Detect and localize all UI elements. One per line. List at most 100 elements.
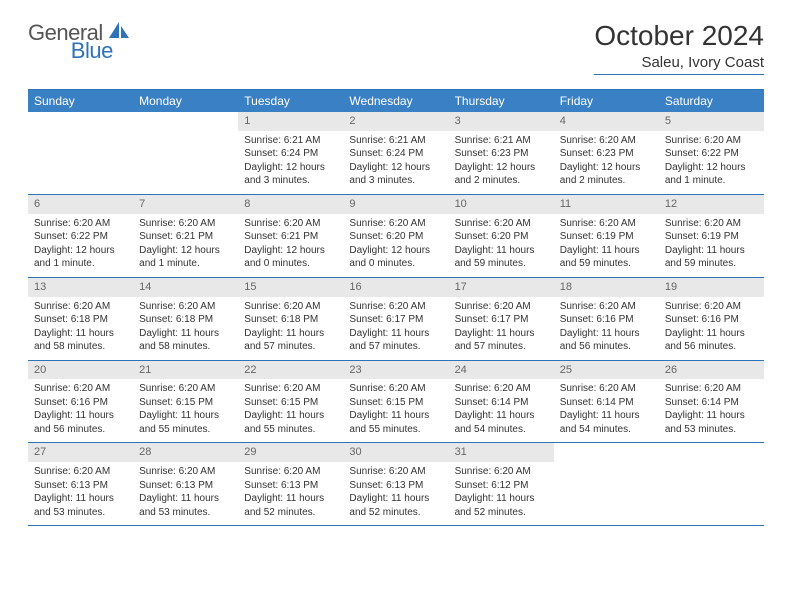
week-row: ..1Sunrise: 6:21 AMSunset: 6:24 PMDaylig… <box>28 112 764 195</box>
daylight-text: Daylight: 12 hours and 2 minutes. <box>560 161 653 188</box>
sunset-text: Sunset: 6:18 PM <box>139 313 232 327</box>
sunrise-text: Sunrise: 6:20 AM <box>455 217 548 231</box>
sunrise-text: Sunrise: 6:20 AM <box>665 300 758 314</box>
day-body: Sunrise: 6:20 AMSunset: 6:19 PMDaylight:… <box>659 214 764 277</box>
sunset-text: Sunset: 6:13 PM <box>139 479 232 493</box>
sunset-text: Sunset: 6:12 PM <box>455 479 548 493</box>
day-number: 4 <box>554 112 659 131</box>
daylight-text: Daylight: 11 hours and 59 minutes. <box>665 244 758 271</box>
sunset-text: Sunset: 6:23 PM <box>455 147 548 161</box>
day-body: Sunrise: 6:21 AMSunset: 6:24 PMDaylight:… <box>343 131 448 194</box>
day-cell: 7Sunrise: 6:20 AMSunset: 6:21 PMDaylight… <box>133 195 238 277</box>
day-number: 16 <box>343 278 448 297</box>
day-cell: 6Sunrise: 6:20 AMSunset: 6:22 PMDaylight… <box>28 195 133 277</box>
sunset-text: Sunset: 6:22 PM <box>665 147 758 161</box>
sunset-text: Sunset: 6:19 PM <box>665 230 758 244</box>
daylight-text: Daylight: 11 hours and 53 minutes. <box>665 409 758 436</box>
sunrise-text: Sunrise: 6:20 AM <box>665 382 758 396</box>
day-body: Sunrise: 6:20 AMSunset: 6:14 PMDaylight:… <box>554 379 659 442</box>
sunset-text: Sunset: 6:16 PM <box>34 396 127 410</box>
sunrise-text: Sunrise: 6:20 AM <box>349 465 442 479</box>
day-body: Sunrise: 6:20 AMSunset: 6:13 PMDaylight:… <box>133 462 238 525</box>
sunset-text: Sunset: 6:24 PM <box>349 147 442 161</box>
sunset-text: Sunset: 6:19 PM <box>560 230 653 244</box>
day-cell: 16Sunrise: 6:20 AMSunset: 6:17 PMDayligh… <box>343 278 448 360</box>
day-body: Sunrise: 6:20 AMSunset: 6:23 PMDaylight:… <box>554 131 659 194</box>
daylight-text: Daylight: 11 hours and 53 minutes. <box>139 492 232 519</box>
sunset-text: Sunset: 6:13 PM <box>349 479 442 493</box>
day-number: 24 <box>449 361 554 380</box>
sunrise-text: Sunrise: 6:20 AM <box>349 382 442 396</box>
daylight-text: Daylight: 12 hours and 1 minute. <box>139 244 232 271</box>
daylight-text: Daylight: 11 hours and 57 minutes. <box>244 327 337 354</box>
logo-text-2: Blue <box>71 38 113 64</box>
sunrise-text: Sunrise: 6:20 AM <box>665 134 758 148</box>
day-body: Sunrise: 6:20 AMSunset: 6:19 PMDaylight:… <box>554 214 659 277</box>
day-body: Sunrise: 6:20 AMSunset: 6:17 PMDaylight:… <box>343 297 448 360</box>
sunrise-text: Sunrise: 6:20 AM <box>560 134 653 148</box>
day-number: 13 <box>28 278 133 297</box>
day-body: Sunrise: 6:20 AMSunset: 6:21 PMDaylight:… <box>238 214 343 277</box>
daylight-text: Daylight: 11 hours and 52 minutes. <box>244 492 337 519</box>
week-row: 6Sunrise: 6:20 AMSunset: 6:22 PMDaylight… <box>28 195 764 278</box>
sunrise-text: Sunrise: 6:20 AM <box>560 300 653 314</box>
sunrise-text: Sunrise: 6:20 AM <box>349 217 442 231</box>
sunrise-text: Sunrise: 6:20 AM <box>560 382 653 396</box>
sunrise-text: Sunrise: 6:21 AM <box>455 134 548 148</box>
day-number: 17 <box>449 278 554 297</box>
week-row: 13Sunrise: 6:20 AMSunset: 6:18 PMDayligh… <box>28 278 764 361</box>
day-number: 14 <box>133 278 238 297</box>
sunrise-text: Sunrise: 6:20 AM <box>139 382 232 396</box>
day-cell: . <box>659 443 764 525</box>
location: Saleu, Ivory Coast <box>594 54 764 75</box>
sunrise-text: Sunrise: 6:20 AM <box>244 382 337 396</box>
dow-tuesday: Tuesday <box>238 90 343 112</box>
day-body: Sunrise: 6:20 AMSunset: 6:12 PMDaylight:… <box>449 462 554 525</box>
day-body: Sunrise: 6:20 AMSunset: 6:22 PMDaylight:… <box>659 131 764 194</box>
day-number: 29 <box>238 443 343 462</box>
day-of-week-row: Sunday Monday Tuesday Wednesday Thursday… <box>28 90 764 112</box>
day-body: Sunrise: 6:20 AMSunset: 6:15 PMDaylight:… <box>238 379 343 442</box>
sunset-text: Sunset: 6:15 PM <box>139 396 232 410</box>
daylight-text: Daylight: 11 hours and 56 minutes. <box>34 409 127 436</box>
day-number: 22 <box>238 361 343 380</box>
sunrise-text: Sunrise: 6:20 AM <box>34 382 127 396</box>
day-number: 19 <box>659 278 764 297</box>
daylight-text: Daylight: 11 hours and 57 minutes. <box>349 327 442 354</box>
day-body: Sunrise: 6:20 AMSunset: 6:15 PMDaylight:… <box>343 379 448 442</box>
daylight-text: Daylight: 12 hours and 3 minutes. <box>244 161 337 188</box>
sunrise-text: Sunrise: 6:20 AM <box>34 465 127 479</box>
day-body: Sunrise: 6:20 AMSunset: 6:18 PMDaylight:… <box>238 297 343 360</box>
day-cell: 18Sunrise: 6:20 AMSunset: 6:16 PMDayligh… <box>554 278 659 360</box>
sunset-text: Sunset: 6:13 PM <box>244 479 337 493</box>
day-number: 26 <box>659 361 764 380</box>
day-number: 10 <box>449 195 554 214</box>
dow-saturday: Saturday <box>659 90 764 112</box>
sunset-text: Sunset: 6:18 PM <box>244 313 337 327</box>
day-number: 18 <box>554 278 659 297</box>
day-number: 21 <box>133 361 238 380</box>
day-cell: 13Sunrise: 6:20 AMSunset: 6:18 PMDayligh… <box>28 278 133 360</box>
day-number: 31 <box>449 443 554 462</box>
day-number: 23 <box>343 361 448 380</box>
sunrise-text: Sunrise: 6:21 AM <box>244 134 337 148</box>
day-body: Sunrise: 6:20 AMSunset: 6:14 PMDaylight:… <box>659 379 764 442</box>
dow-monday: Monday <box>133 90 238 112</box>
day-body: Sunrise: 6:21 AMSunset: 6:24 PMDaylight:… <box>238 131 343 194</box>
daylight-text: Daylight: 11 hours and 56 minutes. <box>560 327 653 354</box>
day-number: 11 <box>554 195 659 214</box>
sunset-text: Sunset: 6:14 PM <box>665 396 758 410</box>
daylight-text: Daylight: 11 hours and 57 minutes. <box>455 327 548 354</box>
day-cell: 29Sunrise: 6:20 AMSunset: 6:13 PMDayligh… <box>238 443 343 525</box>
day-number: 30 <box>343 443 448 462</box>
day-cell: . <box>554 443 659 525</box>
sunset-text: Sunset: 6:17 PM <box>455 313 548 327</box>
day-number: 27 <box>28 443 133 462</box>
day-cell: 2Sunrise: 6:21 AMSunset: 6:24 PMDaylight… <box>343 112 448 194</box>
daylight-text: Daylight: 12 hours and 1 minute. <box>665 161 758 188</box>
sunrise-text: Sunrise: 6:20 AM <box>34 300 127 314</box>
sunset-text: Sunset: 6:14 PM <box>455 396 548 410</box>
day-body: Sunrise: 6:20 AMSunset: 6:15 PMDaylight:… <box>133 379 238 442</box>
title-block: October 2024 Saleu, Ivory Coast <box>594 20 764 75</box>
dow-thursday: Thursday <box>449 90 554 112</box>
